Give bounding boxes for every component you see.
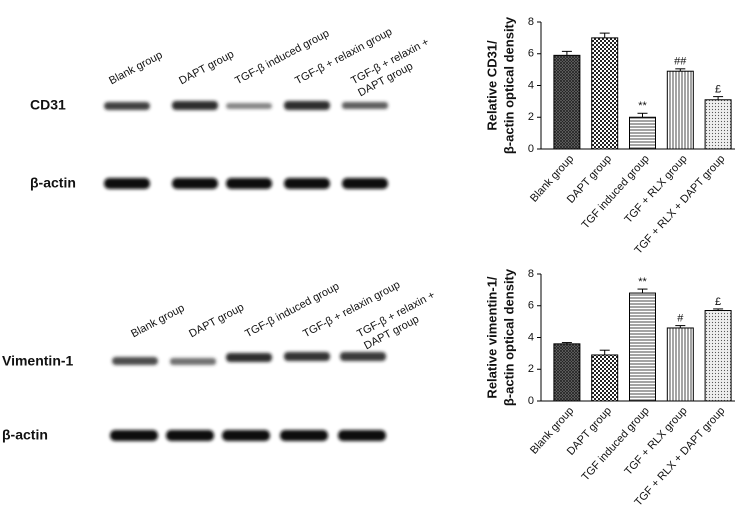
y-tick-label: 0 [528, 395, 534, 407]
bar [629, 292, 656, 402]
bar [591, 37, 619, 150]
lane-label: Blank group [107, 49, 164, 87]
lane-label: TGF-β induced group [243, 280, 341, 340]
significance-label: ## [674, 56, 687, 68]
blot-row-label: CD31 [30, 97, 66, 113]
bar [629, 116, 656, 150]
blot-row-label: β-actin [30, 175, 76, 191]
y-tick-label: 6 [528, 300, 534, 312]
y-tick-label: 0 [528, 143, 534, 155]
y-axis-label: β-actin optical density [501, 268, 516, 406]
y-tick-label: 4 [528, 79, 534, 91]
lane-label: DAPT group [177, 48, 236, 87]
y-tick-label: 2 [528, 363, 534, 375]
bar [666, 70, 694, 150]
significance-label: # [677, 313, 684, 325]
y-axis-label: Relative vimentin-1/ [484, 276, 499, 398]
lane-label: Blank group [129, 302, 186, 340]
significance-label: £ [715, 296, 721, 308]
y-tick-label: 6 [528, 48, 534, 60]
significance-label: ** [638, 100, 647, 112]
significance-label: £ [715, 84, 721, 96]
y-axis-label: Relative CD31/ [484, 40, 499, 131]
bar [704, 310, 732, 402]
bar [704, 99, 732, 150]
blot-bands [104, 101, 388, 441]
y-tick-label: 8 [528, 268, 534, 280]
bar [666, 327, 694, 402]
x-tick-label: TGF induced group [580, 153, 652, 231]
blot-row-label: Vimentin-1 [2, 353, 74, 369]
significance-label: ** [638, 276, 647, 288]
lane-label: TGF-β induced group [233, 27, 331, 87]
bar [591, 354, 619, 402]
blot-row-label: β-actin [2, 427, 48, 443]
x-tick-label: TGF induced group [580, 405, 652, 483]
y-tick-label: 4 [528, 331, 534, 343]
lane-label: DAPT group [187, 301, 246, 340]
y-tick-label: 8 [528, 16, 534, 28]
bar [553, 54, 581, 150]
y-axis-label: β-actin optical density [501, 16, 516, 154]
y-tick-label: 2 [528, 111, 534, 123]
bar [553, 343, 581, 402]
